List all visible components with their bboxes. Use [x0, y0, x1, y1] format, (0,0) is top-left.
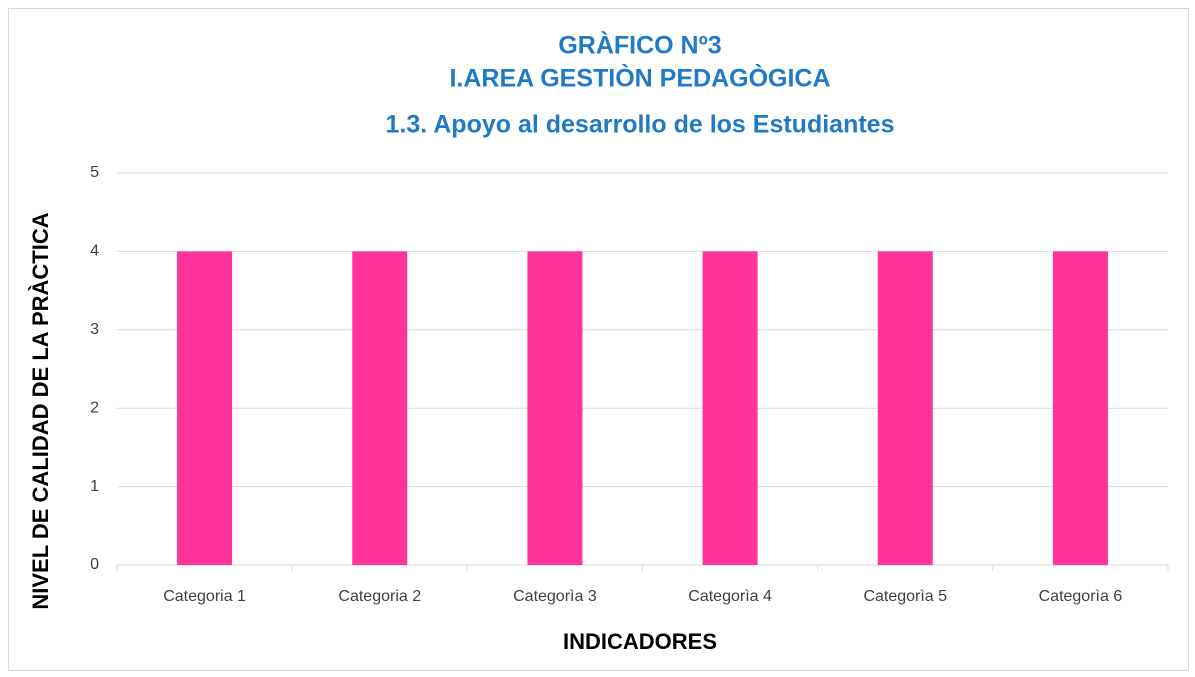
y-tick-label: 5: [90, 164, 99, 181]
y-tick-label: 4: [90, 243, 99, 260]
y-tick-label: 2: [90, 399, 99, 416]
chart-title: GRÀFICO Nº3: [558, 31, 721, 60]
bar: [877, 251, 933, 565]
bar: [702, 251, 758, 565]
bar: [352, 251, 408, 565]
x-tick-label: Categoria 1: [163, 588, 246, 605]
x-tick-label: Categorìa 5: [863, 588, 947, 605]
x-axis-title: INDICADORES: [563, 629, 717, 654]
chart-title: 1.3. Apoyo al desarrollo de los Estudian…: [386, 111, 895, 139]
bar: [1052, 251, 1108, 565]
chart-title: I.AREA GESTIÒN PEDAGÒGICA: [449, 63, 830, 93]
y-tick-label: 1: [90, 478, 99, 495]
bar: [527, 251, 583, 565]
x-tick-label: Categoria 2: [338, 588, 421, 605]
y-axis-title: NIVEL DE CALIDAD DE LA PRÀCTICA: [28, 212, 53, 609]
y-tick-label: 0: [90, 556, 99, 573]
x-tick-label: Categorìa 6: [1039, 588, 1123, 605]
x-tick-label: Categorìa 3: [513, 588, 597, 605]
x-tick-label: Categorìa 4: [688, 588, 772, 605]
y-tick-label: 3: [90, 321, 99, 338]
bar: [177, 251, 233, 565]
